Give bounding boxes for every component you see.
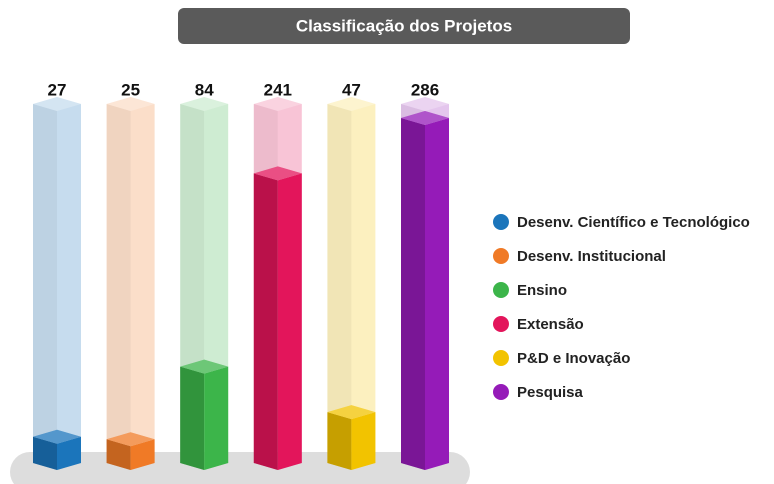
tube — [106, 97, 155, 470]
right-face — [130, 104, 155, 470]
legend-swatch — [493, 316, 509, 332]
left-face — [33, 436, 57, 470]
top-face — [401, 111, 449, 125]
value-label: 84 — [195, 80, 214, 99]
top-face — [33, 97, 81, 111]
title-bar — [178, 8, 630, 44]
right-face — [351, 412, 376, 470]
left-face — [106, 104, 131, 470]
top-shine — [33, 97, 81, 111]
left-shade — [106, 104, 131, 470]
top-face — [401, 97, 449, 111]
top-face — [327, 97, 376, 111]
top-shine — [180, 359, 229, 374]
value-label: 241 — [264, 80, 292, 99]
right-face — [351, 104, 376, 470]
left-shade — [33, 436, 57, 470]
left-face — [327, 104, 352, 470]
right-face — [425, 118, 449, 470]
top-face — [180, 359, 229, 374]
legend-label: Extensão — [517, 316, 584, 333]
chart-title: Classificação dos Projetos — [296, 16, 512, 35]
right-face — [204, 366, 229, 470]
legend-label: P&D e Inovação — [517, 350, 630, 367]
legend-label: Desenv. Institucional — [517, 248, 666, 265]
right-face — [277, 173, 302, 470]
left-shade — [253, 173, 278, 470]
legend-swatch — [493, 248, 509, 264]
left-face — [180, 366, 205, 470]
left-shade — [106, 439, 131, 470]
top-face — [327, 405, 376, 420]
top-face — [253, 166, 302, 181]
right-face — [57, 436, 81, 470]
right-face — [57, 104, 81, 470]
top-face — [180, 97, 229, 111]
left-face — [401, 118, 425, 470]
value-label: 286 — [411, 80, 439, 99]
top-shine — [327, 405, 376, 420]
top-shine — [327, 97, 376, 111]
legend-swatch — [493, 282, 509, 298]
top-shine — [253, 166, 302, 181]
bar — [180, 359, 229, 470]
top-shine — [33, 429, 81, 444]
left-shade — [180, 366, 205, 470]
left-shade — [401, 118, 425, 470]
left-face — [106, 439, 131, 470]
bar — [253, 166, 302, 470]
legend-label: Desenv. Científico e Tecnológico — [517, 214, 750, 231]
top-shine — [180, 97, 229, 111]
bar — [33, 429, 81, 470]
bar — [327, 405, 376, 470]
right-face — [130, 439, 155, 470]
legend-swatch — [493, 214, 509, 230]
legend-swatch — [493, 384, 509, 400]
top-face — [106, 432, 155, 447]
left-shade — [33, 104, 57, 470]
top-shine — [253, 97, 302, 111]
bar — [401, 111, 449, 470]
tube — [327, 97, 376, 470]
legend-label: Pesquisa — [517, 384, 584, 401]
value-label: 47 — [342, 80, 361, 99]
left-face — [327, 412, 352, 470]
bar — [106, 432, 155, 470]
legend-swatch — [493, 350, 509, 366]
left-shade — [327, 412, 352, 470]
top-shine — [106, 97, 155, 111]
legend-label: Ensino — [517, 282, 567, 299]
tube — [33, 97, 81, 470]
top-shine — [401, 97, 449, 111]
top-face — [33, 429, 81, 444]
left-face — [33, 104, 57, 470]
value-label: 25 — [121, 80, 140, 99]
left-face — [253, 173, 278, 470]
top-face — [106, 97, 155, 111]
left-shade — [327, 104, 352, 470]
top-shine — [106, 432, 155, 447]
value-label: 27 — [48, 80, 67, 99]
top-face — [253, 97, 302, 111]
top-shine — [401, 111, 449, 125]
